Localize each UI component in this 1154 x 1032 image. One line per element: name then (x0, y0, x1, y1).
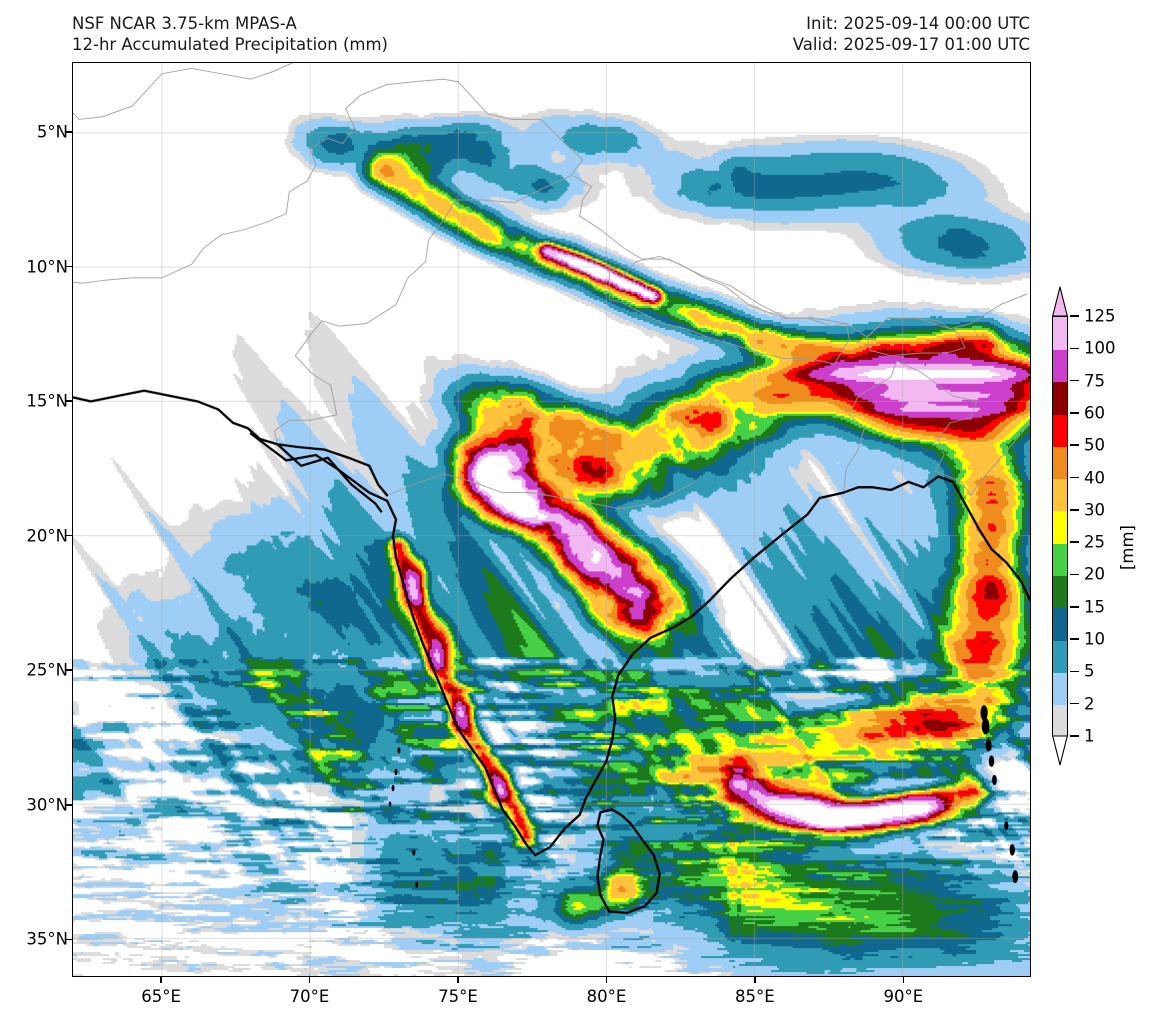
colorbar-tick-label: 75 (1084, 371, 1105, 391)
colorbar-tick-label: 50 (1084, 435, 1105, 455)
colorbar-tick-mark (1070, 541, 1079, 543)
colorbar-tick-label: 20 (1084, 564, 1105, 584)
colorbar-under-arrow (1052, 735, 1068, 766)
colorbar-tick-label: 5 (1084, 661, 1095, 681)
longitude-tick-label: 80°E (586, 987, 627, 1006)
model-title: NSF NCAR 3.75-km MPAS-A 12-hr Accumulate… (72, 13, 388, 55)
colorbar-tick-mark (1070, 573, 1079, 576)
colorbar-tick-mark (1070, 315, 1079, 317)
latitude-tick-label: 10°N (26, 257, 68, 277)
colorbar-tick-label: 10 (1084, 629, 1105, 649)
colorbar-band (1053, 607, 1067, 641)
latitude-tick-label: 25°N (26, 660, 68, 680)
latitude-tick-mark (66, 400, 72, 402)
latitude-tick-label: 5°N (36, 122, 68, 142)
colorbar-tick-label: 2 (1084, 694, 1095, 714)
colorbar-band (1053, 349, 1067, 383)
colorbar-over-arrow (1052, 286, 1068, 317)
latitude-tick-mark (66, 131, 72, 133)
colorbar-band (1053, 381, 1067, 415)
colorbar-band (1053, 413, 1067, 447)
colorbar-tick-mark (1070, 638, 1079, 640)
colorbar-band (1053, 640, 1067, 673)
colorbar-gradient (1052, 316, 1068, 738)
colorbar-tick-mark (1070, 670, 1079, 673)
init-time: Init: 2025-09-14 00:00 UTC (806, 14, 1030, 33)
longitude-tick-mark (902, 977, 905, 983)
precipitation-map[interactable] (72, 62, 1031, 977)
colorbar-tick-mark (1070, 605, 1079, 608)
colorbar-tick-label: 15 (1084, 597, 1105, 617)
longitude-tick-mark (605, 977, 608, 983)
longitude-tick-label: 65°E (141, 987, 181, 1006)
model-title-line1: NSF NCAR 3.75-km MPAS-A (72, 14, 297, 33)
latitude-tick-label: 35°N (26, 929, 68, 949)
longitude-tick-mark (160, 977, 162, 983)
latitude-tick-mark (66, 803, 72, 806)
latitude-tick-label: 15°N (26, 391, 68, 411)
latitude-tick-label: 20°N (26, 526, 68, 546)
colorbar-tick-label: 1 (1084, 726, 1095, 746)
colorbar-band (1053, 446, 1067, 480)
colorbar[interactable]: 125 100 75 60 50 40 30 25 20 15 10 5 2 1 (1044, 286, 1116, 766)
colorbar-tick-mark (1070, 347, 1079, 350)
longitude-tick-label: 75°E (438, 987, 478, 1006)
longitude-tick-mark (754, 977, 756, 983)
latitude-tick-mark (66, 669, 72, 671)
colorbar-tick-label: 40 (1084, 468, 1105, 488)
colorbar-tick-mark (1070, 444, 1079, 447)
colorbar-tick-mark (1070, 476, 1079, 479)
longitude-tick-label: 85°E (735, 987, 775, 1006)
colorbar-tick-label: 25 (1084, 532, 1105, 552)
longitude-tick-label: 90°E (883, 987, 924, 1006)
model-title-line2: 12-hr Accumulated Precipitation (mm) (72, 35, 388, 54)
valid-time: Valid: 2025-09-17 01:00 UTC (792, 35, 1030, 54)
colorbar-band (1053, 704, 1067, 738)
latitude-tick-mark (66, 534, 72, 537)
forecast-times: Init: 2025-09-14 00:00 UTC Valid: 2025-0… (793, 13, 1030, 55)
colorbar-axis-label: [mm] (1118, 525, 1137, 571)
latitude-tick-mark (66, 265, 72, 268)
colorbar-tick-mark (1070, 735, 1079, 737)
latitude-tick-label: 30°N (26, 795, 68, 815)
colorbar-tick-mark (1070, 412, 1079, 414)
colorbar-tick-mark (1070, 509, 1079, 511)
longitude-tick-label: 70°E (289, 987, 330, 1006)
colorbar-band (1053, 575, 1067, 609)
colorbar-band (1053, 672, 1067, 706)
latitude-tick-mark (66, 938, 72, 941)
colorbar-band (1053, 543, 1067, 577)
colorbar-band (1053, 317, 1067, 350)
longitude-tick-mark (457, 977, 459, 983)
longitude-tick-mark (308, 977, 311, 983)
colorbar-tick-mark (1070, 702, 1079, 705)
colorbar-band (1053, 478, 1067, 512)
colorbar-tick-mark (1070, 379, 1079, 382)
colorbar-tick-label: 60 (1084, 403, 1105, 423)
colorbar-tick-label: 100 (1084, 338, 1116, 358)
colorbar-tick-label: 125 (1084, 306, 1116, 326)
coastlines-and-borders (73, 63, 1030, 976)
colorbar-tick-label: 30 (1084, 500, 1105, 520)
colorbar-band (1053, 510, 1067, 544)
